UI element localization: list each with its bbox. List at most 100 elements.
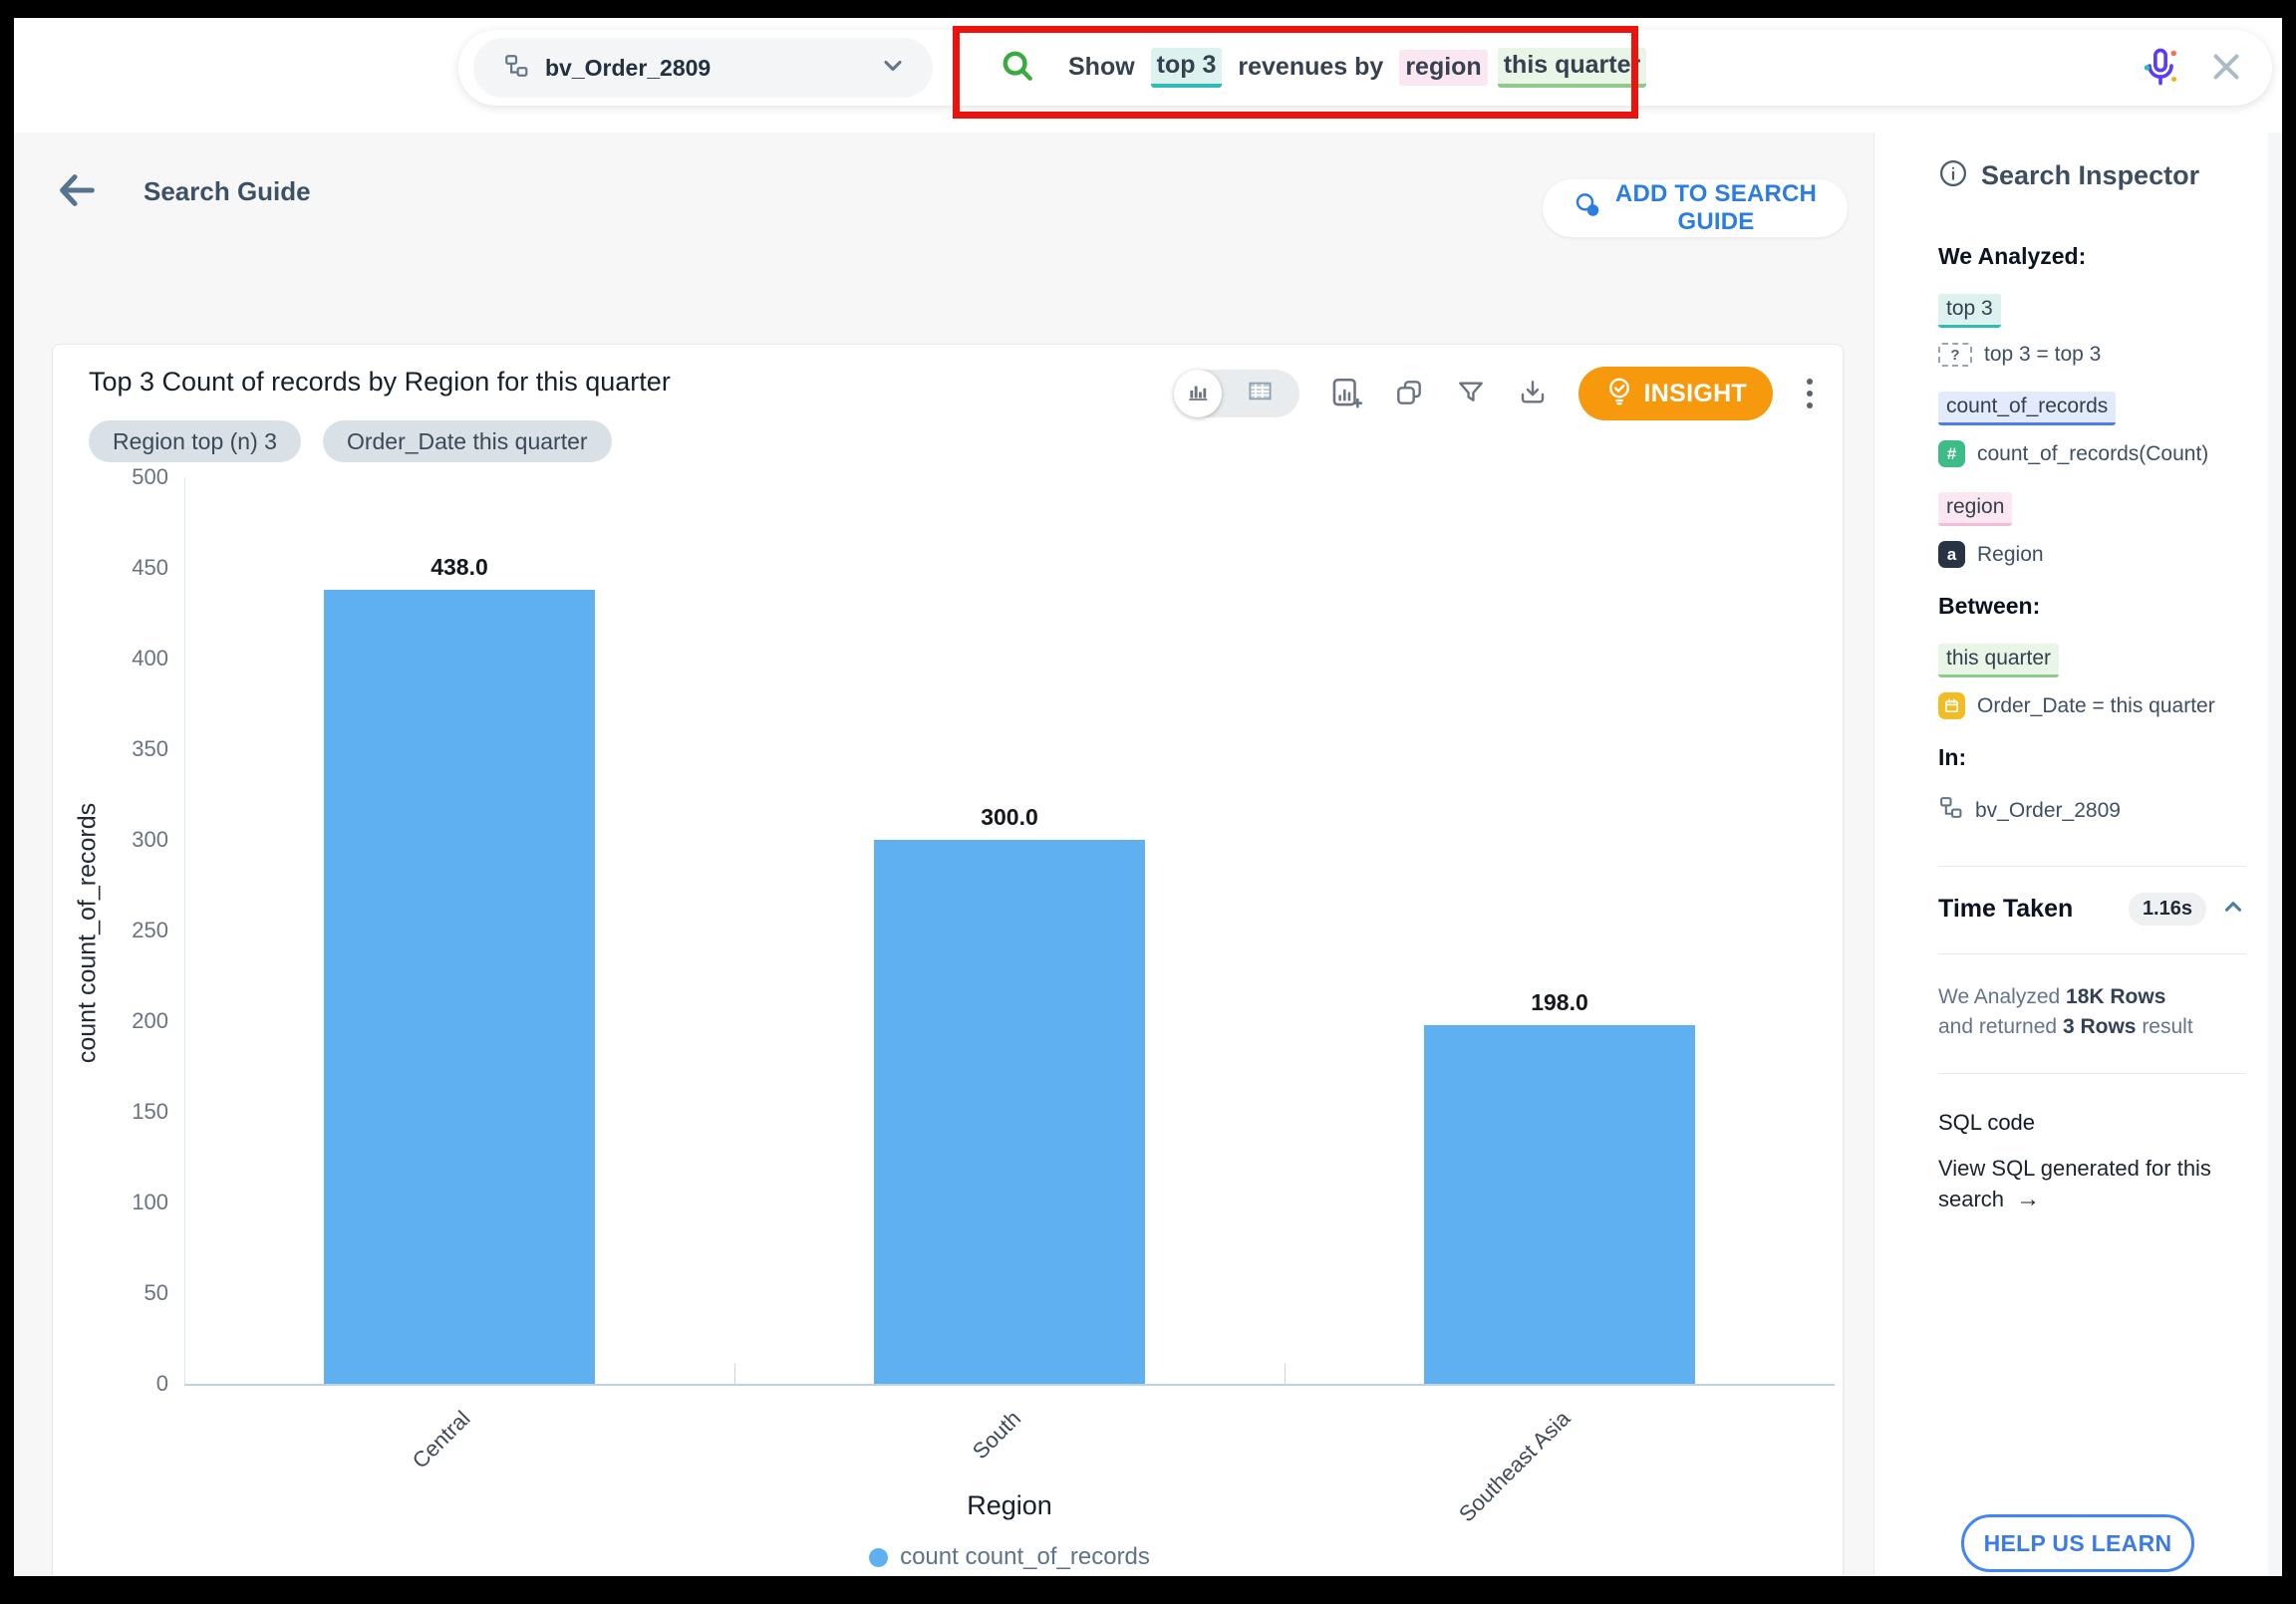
view-sql-link[interactable]: View SQL generated for this search → — [1938, 1154, 2277, 1215]
chart-table-toggle — [1173, 370, 1299, 417]
we-analyzed-heading: We Analyzed: — [1938, 243, 2087, 269]
measure-badge-icon: # — [1938, 440, 1965, 467]
x-axis-title: Region — [967, 1490, 1052, 1520]
legend-label: count count_of_records — [900, 1543, 1150, 1570]
download-button[interactable] — [1517, 377, 1549, 411]
bar-chart-icon — [1185, 379, 1211, 409]
analyzed-detail-text: top 3 = top 3 — [1984, 343, 2102, 366]
in-heading: In: — [1938, 744, 1967, 770]
bar-value-label: 198.0 — [1531, 989, 1588, 1015]
bar-group-south: 300.0 — [734, 477, 1285, 1384]
chevron-down-icon[interactable] — [879, 52, 907, 85]
time-taken-label: Time Taken — [1938, 895, 2074, 923]
add-to-guide-label: ADD TO SEARCH GUIDE — [1614, 180, 1818, 235]
back-arrow-icon — [54, 167, 100, 216]
insight-button[interactable]: INSIGHT — [1578, 367, 1773, 420]
between-detail: Order_Date = this quarter — [1938, 692, 2246, 719]
dataset-selector[interactable]: bv_Order_2809 — [473, 38, 933, 98]
in-dataset-row: bv_Order_2809 — [1938, 795, 2246, 826]
x-tick-label-south: South — [967, 1406, 1025, 1465]
filter-chip-order-date[interactable]: Order_Date this quarter — [322, 420, 612, 462]
chart-view-toggle[interactable] — [1173, 370, 1222, 417]
page-title: Search Guide — [144, 175, 311, 206]
bar-central[interactable] — [324, 590, 595, 1384]
query-token-top3: top 3 — [1150, 48, 1223, 88]
x-axis-line — [184, 1384, 1835, 1386]
info-icon — [1938, 158, 1968, 193]
divider — [1938, 953, 2246, 954]
copy-icon — [1393, 377, 1425, 411]
dataset-name: bv_Order_2809 — [545, 54, 712, 81]
y-axis-line — [184, 477, 185, 1384]
bar-group-central: 438.0 — [184, 477, 734, 1384]
between-heading: Between: — [1938, 593, 2041, 619]
legend-dot — [869, 1547, 889, 1567]
microphone-button[interactable] — [2139, 45, 2182, 92]
download-icon — [1517, 377, 1549, 411]
analyzed-chip-top3[interactable]: top 3 — [1938, 294, 2001, 328]
plot-area: 438.0 300.0 198.0 — [184, 477, 1835, 1386]
kebab-menu-button[interactable] — [1803, 375, 1817, 412]
table-icon — [1247, 378, 1274, 409]
search-inspector-panel: Search Inspector We Analyzed: top 3 ? to… — [1873, 133, 2282, 1576]
view-sql-text: View SQL generated for this search — [1938, 1155, 2211, 1211]
svg-text:i: i — [1591, 205, 1594, 215]
analyzed-detail-text: count_of_records(Count) — [1977, 441, 2209, 465]
attribute-badge-icon: a — [1938, 541, 1965, 568]
analyzed-detail-count: # count_of_records(Count) — [1938, 440, 2246, 467]
question-badge-icon: ? — [1938, 343, 1972, 367]
y-axis-ticks: 500 450 400 350 300 250 200 150 100 50 0 — [132, 464, 168, 1396]
chart-title: Top 3 Count of records by Region for thi… — [89, 367, 671, 397]
bar-value-label: 300.0 — [981, 804, 1038, 830]
calendar-badge-icon — [1938, 692, 1965, 719]
back-button[interactable] — [54, 167, 100, 216]
divider — [1938, 866, 2246, 867]
arrow-right-icon: → — [2016, 1185, 2041, 1212]
query-token-region: region — [1399, 50, 1488, 86]
close-icon — [2208, 49, 2244, 88]
insight-label: INSIGHT — [1643, 379, 1747, 407]
inspector-title: Search Inspector — [1981, 160, 2200, 190]
query-token: Show — [1068, 53, 1135, 81]
chevron-up-icon[interactable] — [2220, 894, 2246, 925]
rows-analyzed-text: We Analyzed 18K Rows and returned 3 Rows… — [1938, 985, 2193, 1039]
insight-bulb-icon — [1604, 376, 1634, 412]
table-view-toggle[interactable] — [1222, 378, 1299, 409]
bar-value-label: 438.0 — [430, 554, 488, 580]
filter-chip-region-top3[interactable]: Region top (n) 3 — [89, 420, 301, 462]
search-shell: bv_Order_2809 Show top 3 — [458, 26, 2272, 119]
add-chart-button[interactable] — [1329, 376, 1363, 412]
analyzed-chip-count[interactable]: count_of_records — [1938, 392, 2117, 425]
chart-card: Top 3 Count of records by Region for thi… — [52, 344, 1844, 1576]
between-chip[interactable]: this quarter — [1938, 644, 2060, 677]
app-window: bv_Order_2809 Show top 3 — [14, 18, 2282, 1576]
between-detail-text: Order_Date = this quarter — [1977, 693, 2215, 717]
filter-icon — [1455, 377, 1487, 411]
search-query-text: Show top 3 revenues by region this quart… — [1062, 48, 1656, 88]
legend-item[interactable]: count count_of_records — [184, 1543, 1835, 1571]
filter-button[interactable] — [1455, 377, 1487, 411]
analyzed-detail-top3: ? top 3 = top 3 — [1938, 343, 2246, 367]
bar-south[interactable] — [874, 840, 1145, 1384]
x-tick-label-central: Central — [407, 1406, 475, 1473]
x-axis-tick — [1285, 1364, 1286, 1384]
dataset-icon — [1938, 795, 1963, 826]
query-token-quarter: this quarter — [1497, 48, 1647, 88]
time-taken-badge: 1.16s — [2128, 893, 2206, 926]
analyzed-chip-region[interactable]: region — [1938, 492, 2013, 526]
in-dataset-name: bv_Order_2809 — [1975, 798, 2121, 822]
close-search-button[interactable] — [2208, 49, 2244, 88]
divider — [1938, 1072, 2246, 1074]
search-input[interactable]: Show top 3 revenues by region this quart… — [977, 30, 1656, 106]
bar-group-southeast-asia: 198.0 — [1285, 477, 1835, 1384]
scrollbar-track[interactable] — [2268, 133, 2282, 1576]
add-to-search-guide-button[interactable]: i ADD TO SEARCH GUIDE — [1543, 179, 1848, 237]
main-content: Search Guide i ADD TO SEARCH GUIDE Top 3… — [14, 133, 1873, 1576]
x-axis-tick — [734, 1364, 735, 1384]
add-chart-icon — [1329, 376, 1363, 412]
analyzed-detail-text: Region — [1977, 542, 2044, 566]
bar-southeast-asia[interactable] — [1424, 1025, 1695, 1384]
help-us-learn-button[interactable]: HELP US LEARN — [1961, 1514, 2194, 1572]
copy-button[interactable] — [1393, 377, 1425, 411]
top-bar: bv_Order_2809 Show top 3 — [14, 18, 2282, 133]
